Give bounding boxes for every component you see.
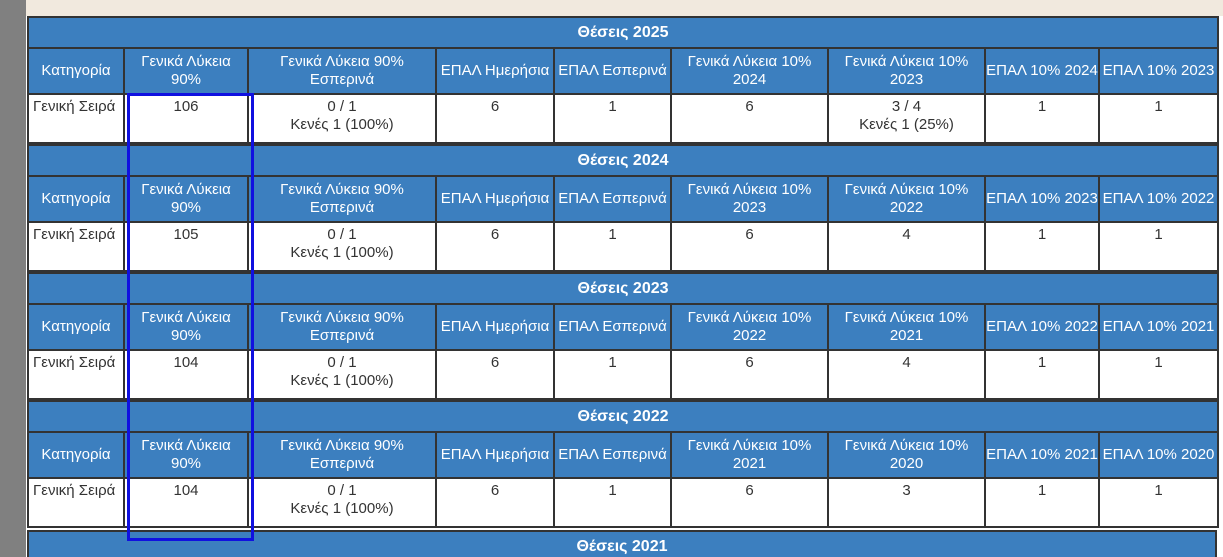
column-header: Γενικά Λύκεια 10% 2021 xyxy=(670,431,829,479)
category-cell: Γενική Σειρά xyxy=(27,221,125,272)
section-caption: Θέσεις 2025 xyxy=(26,16,1220,49)
value-cell: 0 / 1 Κενές 1 (100%) xyxy=(247,349,437,400)
value-cell: 1 xyxy=(553,93,672,144)
column-header: ΕΠΑΛ 10% 2022 xyxy=(984,303,1100,351)
value-cell: 1 xyxy=(984,221,1100,272)
column-header: Κατηγορία xyxy=(27,175,125,223)
column-header: ΕΠΑΛ Εσπερινά xyxy=(553,175,672,223)
column-header: Γενικά Λύκεια 10% 2024 xyxy=(670,47,829,95)
column-header: Γενικά Λύκεια 10% 2022 xyxy=(670,303,829,351)
column-header: Γενικά Λύκεια 10% 2020 xyxy=(827,431,986,479)
section-caption-next: Θέσεις 2021 xyxy=(27,530,1217,557)
value-cell: 6 xyxy=(670,93,829,144)
column-header: Γενικά Λύκεια 10% 2023 xyxy=(827,47,986,95)
column-header: ΕΠΑΛ 10% 2024 xyxy=(984,47,1100,95)
column-header: Γενικά Λύκεια 90% xyxy=(123,47,249,95)
value-cell: 1 xyxy=(984,477,1100,528)
value-cell: 104 xyxy=(123,477,249,528)
column-header: Κατηγορία xyxy=(27,431,125,479)
table-row: Γενική Σειρά 104 0 / 1 Κενές 1 (100%) 6 1 6 3 1… xyxy=(27,477,1220,528)
value-cell: 0 / 1 Κενές 1 (100%) xyxy=(247,221,437,272)
value-cell: 1 xyxy=(553,221,672,272)
value-cell: 1 xyxy=(1097,349,1220,400)
column-header: ΕΠΑΛ 10% 2021 xyxy=(984,431,1100,479)
positions-table: Θέσεις 2025 Κατηγορία Γενικά Λύκεια 90% Γεν… xyxy=(26,16,1220,144)
positions-tables: Θέσεις 2025 Κατηγορία Γενικά Λύκεια 90% Γεν… xyxy=(26,16,1223,528)
value-cell: 6 xyxy=(435,93,555,144)
value-cell: 6 xyxy=(435,221,555,272)
value-cell: 4 xyxy=(827,349,986,400)
value-cell: 1 xyxy=(984,349,1100,400)
value-cell: 1 xyxy=(984,93,1100,144)
positions-table: Θέσεις 2022 Κατηγορία Γενικά Λύκεια 90% Γεν… xyxy=(26,400,1220,528)
column-header: ΕΠΑΛ 10% 2021 xyxy=(1097,303,1220,351)
table-row: Γενική Σειρά 104 0 / 1 Κενές 1 (100%) 6 1 6 4 1… xyxy=(27,349,1220,400)
value-cell: 6 xyxy=(435,349,555,400)
column-header: Γενικά Λύκεια 90% Εσπερινά xyxy=(247,431,437,479)
positions-table: Θέσεις 2023 Κατηγορία Γενικά Λύκεια 90% Γεν… xyxy=(26,272,1220,400)
column-header: Γενικά Λύκεια 90% xyxy=(123,431,249,479)
column-header: ΕΠΑΛ Εσπερινά xyxy=(553,431,672,479)
column-header: ΕΠΑΛ Ημερήσια xyxy=(435,431,555,479)
category-cell: Γενική Σειρά xyxy=(27,93,125,144)
column-header: ΕΠΑΛ 10% 2023 xyxy=(984,175,1100,223)
category-cell: Γενική Σειρά xyxy=(27,477,125,528)
value-cell: 105 xyxy=(123,221,249,272)
column-header: Γενικά Λύκεια 90% xyxy=(123,303,249,351)
section-caption: Θέσεις 2023 xyxy=(26,272,1220,305)
section-caption: Θέσεις 2024 xyxy=(26,144,1220,177)
column-header: Γενικά Λύκεια 10% 2022 xyxy=(827,175,986,223)
table-row: Γενική Σειρά 106 0 / 1 Κενές 1 (100%) 6 1 6 3 … xyxy=(27,93,1220,144)
value-cell: 6 xyxy=(670,221,829,272)
value-cell: 0 / 1 Κενές 1 (100%) xyxy=(247,477,437,528)
column-header: ΕΠΑΛ 10% 2020 xyxy=(1097,431,1220,479)
value-cell: 6 xyxy=(670,349,829,400)
value-cell: 6 xyxy=(435,477,555,528)
value-cell: 1 xyxy=(1097,221,1220,272)
value-cell: 4 xyxy=(827,221,986,272)
value-cell: 1 xyxy=(1097,93,1220,144)
section-caption: Θέσεις 2022 xyxy=(26,400,1220,433)
value-cell: 6 xyxy=(670,477,829,528)
value-cell: 3 xyxy=(827,477,986,528)
value-cell: 1 xyxy=(553,477,672,528)
value-cell: 3 / 4 Κενές 1 (25%) xyxy=(827,93,986,144)
column-header: ΕΠΑΛ Ημερήσια xyxy=(435,47,555,95)
column-header: Γενικά Λύκεια 90% Εσπερινά xyxy=(247,47,437,95)
column-header: ΕΠΑΛ Ημερήσια xyxy=(435,175,555,223)
column-header: Γενικά Λύκεια 90% xyxy=(123,175,249,223)
column-header: Γενικά Λύκεια 90% Εσπερινά xyxy=(247,303,437,351)
table-row: Γενική Σειρά 105 0 / 1 Κενές 1 (100%) 6 1 6 4 1… xyxy=(27,221,1220,272)
value-cell: 104 xyxy=(123,349,249,400)
column-header: ΕΠΑΛ Εσπερινά xyxy=(553,303,672,351)
column-header: Κατηγορία xyxy=(27,47,125,95)
value-cell: 1 xyxy=(553,349,672,400)
column-header: ΕΠΑΛ 10% 2023 xyxy=(1097,47,1220,95)
column-header: ΕΠΑΛ Εσπερινά xyxy=(553,47,672,95)
column-header: Κατηγορία xyxy=(27,303,125,351)
column-header: Γενικά Λύκεια 10% 2021 xyxy=(827,303,986,351)
value-cell: 106 xyxy=(123,93,249,144)
category-cell: Γενική Σειρά xyxy=(27,349,125,400)
positions-table: Θέσεις 2024 Κατηγορία Γενικά Λύκεια 90% Γεν… xyxy=(26,144,1220,272)
value-cell: 1 xyxy=(1097,477,1220,528)
top-band xyxy=(26,0,1223,16)
column-header: Γενικά Λύκεια 10% 2023 xyxy=(670,175,829,223)
column-header: ΕΠΑΛ 10% 2022 xyxy=(1097,175,1220,223)
value-cell: 0 / 1 Κενές 1 (100%) xyxy=(247,93,437,144)
column-header: ΕΠΑΛ Ημερήσια xyxy=(435,303,555,351)
page-content: Θέσεις 2025 Κατηγορία Γενικά Λύκεια 90% Γεν… xyxy=(26,0,1223,557)
column-header: Γενικά Λύκεια 90% Εσπερινά xyxy=(247,175,437,223)
